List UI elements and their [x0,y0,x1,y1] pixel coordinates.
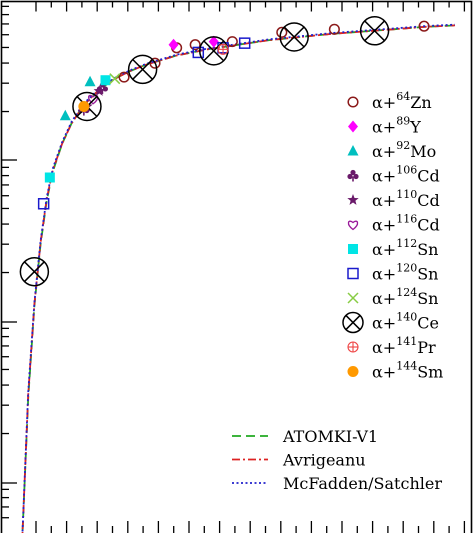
data-point-y89 [168,38,179,51]
legend-entry-sn112: α+112Sn [348,237,438,259]
series-sn124 [109,73,121,85]
legend-entry-avrigeanu: Avrigeanu [232,451,366,470]
legend-label: ATOMKI-V1 [282,427,378,446]
data-point-pr141 [217,43,229,55]
data-point-mo92 [84,75,96,87]
legend-entry-sm144: α+144Sm [347,360,443,382]
legend-entry-y89: α+89Y [348,115,421,137]
data-point-zn64 [226,36,238,48]
legend-marker [347,194,359,205]
legend-entry-pr141: α+141Pr [347,335,436,357]
legend-marker [347,169,359,182]
legend-entry-atomki-v1: ATOMKI-V1 [232,427,378,446]
legend-marker [342,311,364,334]
legend-marker [347,292,359,304]
series-sn112 [44,75,111,183]
data-point-sn120 [192,46,205,59]
legend-label: Avrigeanu [282,451,366,470]
legend-label: McFadden/Satchler [283,474,442,493]
legend-entry-zn64: α+64Zn [347,90,432,112]
data-point-cd110 [93,85,105,96]
legend-label: α+112Sn [372,237,438,259]
legend-marker [347,145,359,156]
legend-marker [347,267,359,280]
legend-entry-ce140: α+140Ce [342,311,439,334]
legend-label: α+140Ce [372,311,439,333]
model-curves [21,23,456,533]
legend-marker [348,244,358,254]
data-point-zn64 [276,26,288,38]
series-mo92 [59,75,96,121]
legend-entry-sn124: α+124Sn [347,286,438,308]
data-point-mo92 [59,109,71,121]
legend-label: α+141Pr [372,335,436,357]
data-points [19,16,430,287]
data-point-sn112 [100,75,111,86]
data-point-y89 [208,35,219,48]
data-point-sn124 [109,73,121,85]
legend-label: α+110Cd [372,188,440,210]
legend-label: α+89Y [372,115,421,137]
data-point-sn120 [37,198,50,210]
series-y89 [168,35,219,51]
legend-marker [347,341,359,353]
data-point-ce140 [127,54,158,85]
data-point-sn112 [44,172,55,183]
legend-marker [347,366,359,377]
data-point-zn64 [418,20,430,32]
legend-marker [347,96,359,108]
legend-label: α+92Mo [372,139,436,161]
legend-entry-cd110: α+110Cd [347,188,440,210]
series-sm144 [78,100,90,112]
legend-label: α+124Sn [372,286,438,308]
data-point-sn120 [238,37,251,49]
legend-entry-sn120: α+120Sn [347,262,438,284]
legend-entry-mcfadden-satchler: McFadden/Satchler [232,474,442,493]
legend-marker [347,220,359,231]
axis-ticks [1,1,466,533]
legend-marker [348,120,358,133]
legend-entry-mo92: α+92Mo [347,139,436,161]
legend-label: α+144Sm [372,360,443,382]
legend-label: α+120Sn [372,262,438,284]
data-point-ce140 [359,16,390,46]
legend-entry-cd106: α+106Cd [347,164,440,186]
curve-avrigeanu [21,24,456,533]
data-point-ce140 [19,256,50,287]
data-point-zn64 [149,57,161,69]
legend-label: α+64Zn [372,90,432,112]
data-point-zn64 [328,23,340,35]
legend-label: α+116Cd [372,213,440,235]
series-cd116 [87,94,99,105]
legend: α+64Znα+89Yα+92Moα+106Cdα+110Cdα+116Cdα+… [232,90,443,493]
data-point-zn64 [189,39,201,51]
series-ce140 [19,16,390,287]
legend-label: α+106Cd [372,164,440,186]
series-pr141 [217,43,229,55]
data-point-zn64 [118,71,130,83]
data-point-sm144 [78,100,90,112]
data-point-ce140 [279,22,309,52]
legend-entry-cd116: α+116Cd [347,213,440,235]
data-point-cd116 [87,94,99,105]
curve-mcfadden-satchler [21,23,456,533]
